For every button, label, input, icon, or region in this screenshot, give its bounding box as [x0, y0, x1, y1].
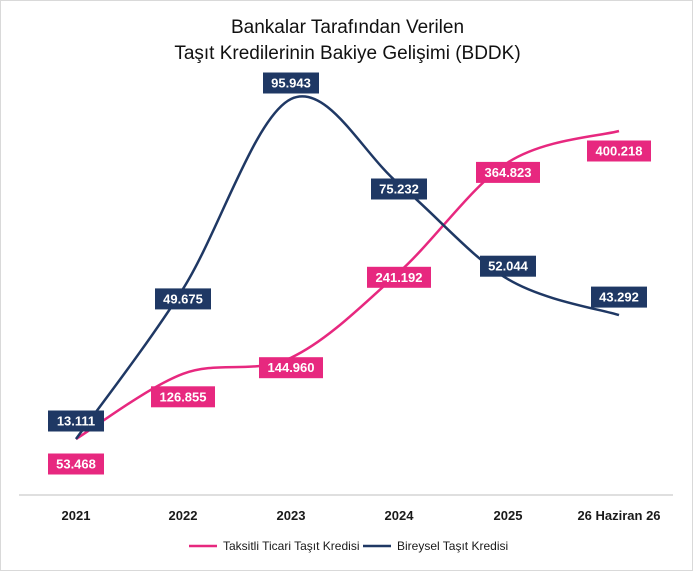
data-label-box — [480, 255, 536, 277]
data-label: 400.218 — [596, 144, 643, 159]
legend-label: Bireysel Taşıt Kredisi — [397, 539, 508, 553]
data-label: 364.823 — [485, 165, 532, 180]
chart-subtitle: Taşıt Kredilerinin Bakiye Gelişimi (BDDK… — [174, 43, 521, 64]
data-label-box — [263, 72, 319, 94]
x-tick-label: 2024 — [385, 508, 415, 523]
data-label: 52.044 — [488, 259, 529, 274]
x-tick-label: 2022 — [169, 508, 198, 523]
data-label: 95.943 — [271, 76, 311, 91]
x-tick-label: 2021 — [62, 508, 91, 523]
data-label: 75.232 — [379, 182, 419, 197]
x-tick-label: 26 Haziran 26 — [577, 508, 660, 523]
data-label-box — [151, 386, 215, 408]
data-label-box — [371, 178, 427, 200]
x-tick-label: 2025 — [494, 508, 523, 523]
data-label-box — [587, 140, 651, 162]
data-label: 49.675 — [163, 291, 203, 306]
x-tick-label: 2023 — [277, 508, 306, 523]
data-label-box — [367, 266, 431, 288]
data-label: 241.192 — [376, 270, 423, 285]
data-label: 144.960 — [268, 360, 315, 375]
legend-label: Taksitli Ticari Taşıt Kredisi — [223, 539, 359, 553]
data-label-box — [155, 288, 211, 310]
data-label: 13.111 — [57, 414, 95, 429]
series-line — [75, 129, 620, 441]
series-line — [74, 95, 620, 440]
data-label-box — [48, 453, 104, 475]
data-label-box — [259, 357, 323, 379]
data-label: 43.292 — [599, 290, 639, 305]
data-label-box — [476, 161, 540, 183]
chart-title: Bankalar Tarafından Verilen — [230, 17, 465, 38]
data-label: 53.468 — [56, 457, 96, 472]
data-label: 126.855 — [160, 389, 207, 404]
data-label-box — [48, 410, 104, 432]
data-label-box — [591, 286, 647, 308]
